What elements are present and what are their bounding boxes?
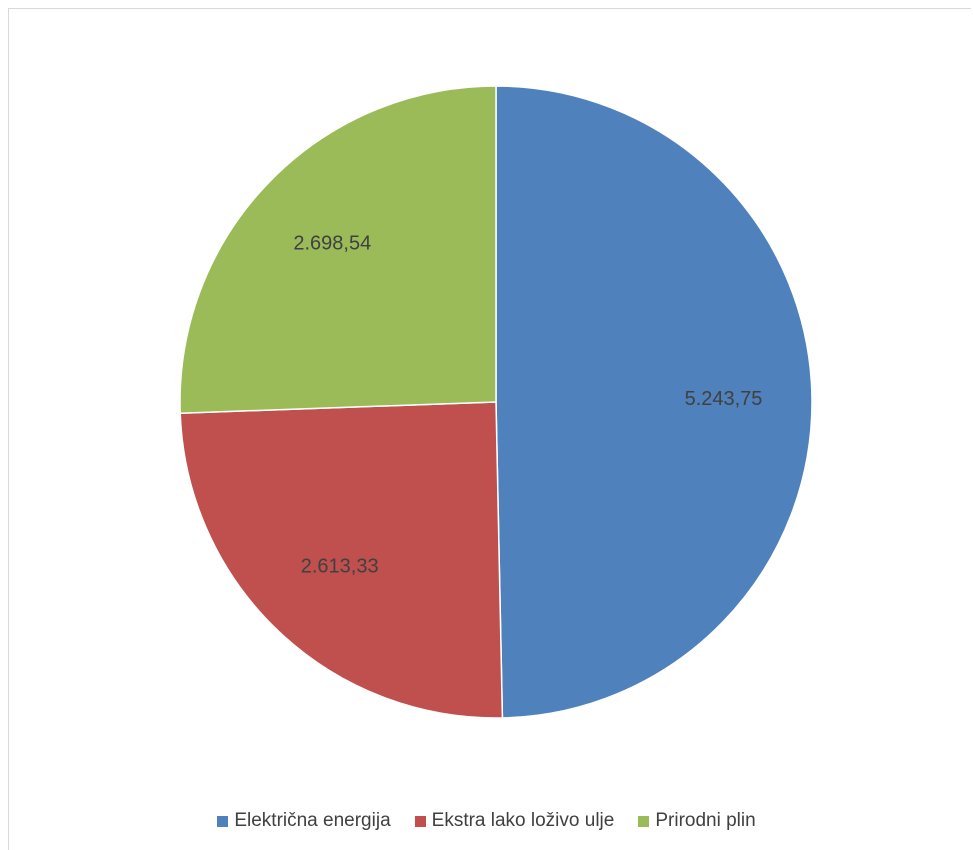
pie-data-labels: 5.243,75 2.613,33 2.698,54: [293, 232, 762, 577]
pie-slices: [179, 85, 813, 719]
pie-slice-0: [495, 85, 813, 719]
legend-entry-2: Prirodni plin: [638, 810, 756, 832]
legend-label-2: Prirodni plin: [655, 810, 756, 831]
data-label-2: 2.698,54: [293, 232, 371, 254]
legend-label-1: Ekstra lako loživo ulje: [431, 810, 615, 831]
legend-swatch-0: [217, 815, 229, 827]
legend-label-0: Električna energija: [234, 810, 391, 831]
pie-slice-1: [179, 401, 504, 719]
legend-entry-1: Ekstra lako loživo ulje: [414, 810, 615, 832]
data-label-0: 5.243,75: [685, 388, 763, 410]
pie-slice-2: [179, 85, 497, 414]
legend-swatch-2: [638, 815, 650, 827]
chart-legend: Električna energija Ekstra lako loživo u…: [0, 806, 973, 836]
legend-swatch-1: [414, 815, 426, 827]
legend-entry-0: Električna energija: [217, 810, 391, 832]
data-label-1: 2.613,33: [301, 556, 379, 578]
